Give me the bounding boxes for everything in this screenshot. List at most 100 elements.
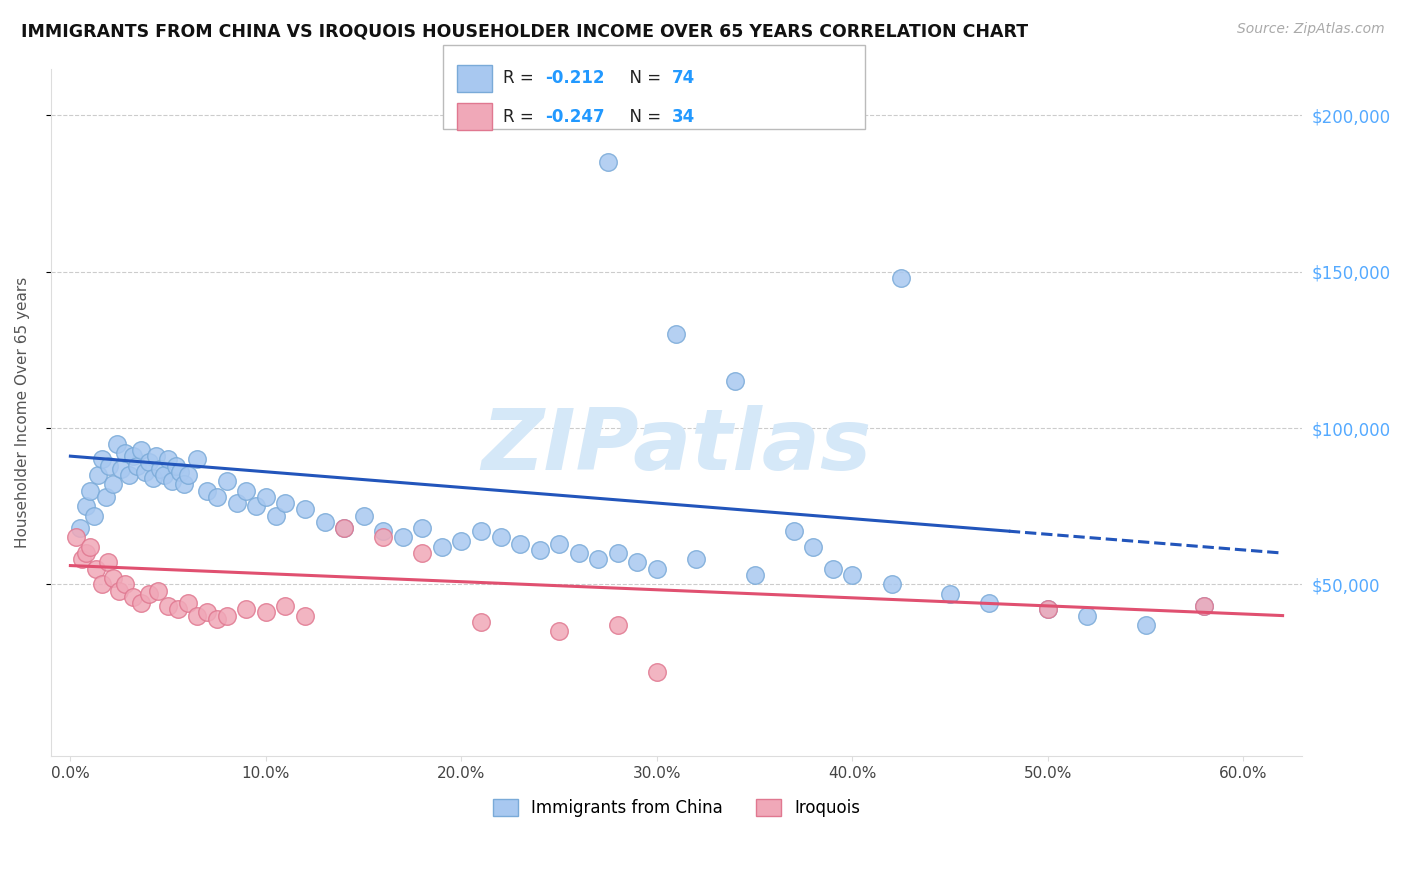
Point bbox=[783, 524, 806, 538]
Point bbox=[108, 583, 131, 598]
Text: 34: 34 bbox=[672, 108, 696, 126]
Point bbox=[129, 442, 152, 457]
Text: N =: N = bbox=[619, 70, 666, 87]
Point bbox=[84, 562, 107, 576]
Point bbox=[373, 524, 395, 538]
Point bbox=[205, 490, 228, 504]
Point bbox=[83, 508, 105, 523]
Point bbox=[167, 602, 190, 616]
Point bbox=[90, 452, 112, 467]
Point bbox=[1194, 599, 1216, 614]
Point bbox=[294, 608, 316, 623]
Point bbox=[169, 465, 191, 479]
Point bbox=[148, 583, 170, 598]
Point bbox=[1076, 608, 1098, 623]
Point bbox=[314, 515, 336, 529]
Point bbox=[1135, 618, 1157, 632]
Point bbox=[69, 521, 91, 535]
Point bbox=[122, 449, 145, 463]
Point bbox=[235, 602, 257, 616]
Point bbox=[391, 531, 413, 545]
Point bbox=[470, 615, 492, 629]
Y-axis label: Householder Income Over 65 years: Householder Income Over 65 years bbox=[15, 277, 30, 548]
Point bbox=[606, 546, 628, 560]
Point bbox=[94, 490, 117, 504]
Point bbox=[70, 552, 93, 566]
Point bbox=[939, 587, 962, 601]
Text: -0.247: -0.247 bbox=[546, 108, 605, 126]
Text: N =: N = bbox=[619, 108, 666, 126]
Point bbox=[333, 521, 356, 535]
Point bbox=[110, 461, 132, 475]
Point bbox=[1194, 599, 1216, 614]
Point bbox=[157, 599, 180, 614]
Text: ZIPatlas: ZIPatlas bbox=[481, 405, 872, 488]
Point bbox=[254, 606, 277, 620]
Point bbox=[186, 452, 208, 467]
Point bbox=[411, 546, 433, 560]
Point bbox=[75, 546, 97, 560]
Point bbox=[153, 467, 176, 482]
Text: Source: ZipAtlas.com: Source: ZipAtlas.com bbox=[1237, 22, 1385, 37]
Point bbox=[685, 552, 707, 566]
Point bbox=[225, 496, 247, 510]
Point bbox=[596, 155, 619, 169]
Point bbox=[645, 562, 668, 576]
Point bbox=[118, 467, 141, 482]
Point bbox=[114, 446, 136, 460]
Point bbox=[801, 540, 824, 554]
Point bbox=[880, 577, 903, 591]
Point bbox=[744, 568, 766, 582]
Point bbox=[173, 477, 195, 491]
Point bbox=[215, 474, 238, 488]
Point bbox=[588, 552, 610, 566]
Point bbox=[665, 327, 688, 342]
Point bbox=[165, 458, 187, 473]
Point bbox=[529, 543, 551, 558]
Point bbox=[979, 596, 1001, 610]
Point bbox=[149, 461, 172, 475]
Point bbox=[450, 533, 472, 548]
Point bbox=[105, 436, 128, 450]
Point bbox=[195, 606, 218, 620]
Point bbox=[411, 521, 433, 535]
Point bbox=[205, 612, 228, 626]
Point bbox=[1036, 602, 1059, 616]
Point bbox=[125, 458, 148, 473]
Point bbox=[1036, 602, 1059, 616]
Point bbox=[65, 531, 87, 545]
Point bbox=[274, 496, 297, 510]
Point bbox=[79, 483, 101, 498]
Point bbox=[606, 618, 628, 632]
Point bbox=[235, 483, 257, 498]
Point bbox=[129, 596, 152, 610]
Point bbox=[264, 508, 287, 523]
Point bbox=[645, 665, 668, 679]
Point bbox=[90, 577, 112, 591]
Text: R =: R = bbox=[503, 108, 540, 126]
Point bbox=[890, 271, 912, 285]
Point bbox=[157, 452, 180, 467]
Point bbox=[215, 608, 238, 623]
Point bbox=[548, 624, 571, 639]
Text: IMMIGRANTS FROM CHINA VS IROQUOIS HOUSEHOLDER INCOME OVER 65 YEARS CORRELATION C: IMMIGRANTS FROM CHINA VS IROQUOIS HOUSEH… bbox=[21, 22, 1028, 40]
Point bbox=[79, 540, 101, 554]
Point bbox=[96, 556, 118, 570]
Point bbox=[186, 608, 208, 623]
Point bbox=[176, 596, 198, 610]
Point bbox=[114, 577, 136, 591]
Point bbox=[626, 556, 648, 570]
Point bbox=[274, 599, 297, 614]
Point bbox=[548, 537, 571, 551]
Legend: Immigrants from China, Iroquois: Immigrants from China, Iroquois bbox=[486, 792, 868, 823]
Point bbox=[509, 537, 531, 551]
Text: 74: 74 bbox=[672, 70, 696, 87]
Point bbox=[333, 521, 356, 535]
Point bbox=[176, 467, 198, 482]
Point bbox=[138, 587, 160, 601]
Point bbox=[138, 455, 160, 469]
Point bbox=[353, 508, 375, 523]
Point bbox=[141, 471, 163, 485]
Text: -0.212: -0.212 bbox=[546, 70, 605, 87]
Point bbox=[821, 562, 844, 576]
